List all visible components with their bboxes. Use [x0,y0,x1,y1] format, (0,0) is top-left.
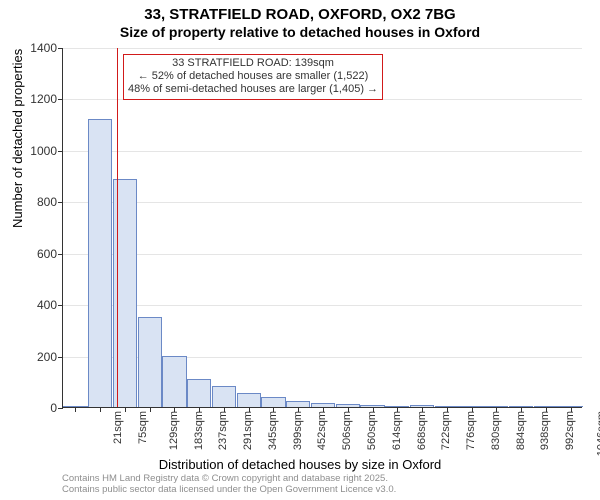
x-tick-mark [397,407,398,412]
x-tick-label: 21sqm [112,411,124,444]
histogram-bar [212,386,236,407]
x-tick-label: 183sqm [193,411,205,450]
x-tick-mark [348,407,349,412]
histogram-bar [138,317,162,407]
x-tick-label: 291sqm [242,411,254,450]
x-tick-label: 1046sqm [595,411,600,456]
x-tick-mark [323,407,324,412]
chart-title-block: 33, STRATFIELD ROAD, OXFORD, OX2 7BG Siz… [0,0,600,40]
annotation-title: 33 STRATFIELD ROAD: 139sqm [128,57,378,70]
x-tick-mark [125,407,126,412]
x-tick-label: 668sqm [416,411,428,450]
x-tick-mark [100,407,101,412]
x-tick-mark [422,407,423,412]
gridline [63,305,582,306]
x-tick-label: 345sqm [267,411,279,450]
y-tick-label: 400 [37,298,63,312]
x-tick-label: 129sqm [168,411,180,450]
marker-annotation: 33 STRATFIELD ROAD: 139sqm← 52% of detac… [123,54,383,100]
x-tick-mark [199,407,200,412]
x-tick-label: 399sqm [292,411,304,450]
histogram-bar [162,356,186,407]
y-tick-label: 0 [50,401,63,415]
y-tick-label: 1200 [30,92,63,106]
plot-region: 020040060080010001200140021sqm75sqm129sq… [62,48,582,408]
x-tick-label: 830sqm [490,411,502,450]
x-tick-mark [249,407,250,412]
x-tick-label: 776sqm [465,411,477,450]
x-tick-mark [472,407,473,412]
x-tick-label: 560sqm [366,411,378,450]
x-tick-label: 237sqm [218,411,230,450]
gridline [63,48,582,49]
histogram-bar [187,379,211,407]
chart-title-main: 33, STRATFIELD ROAD, OXFORD, OX2 7BG [0,6,600,23]
annotation-larger: 48% of semi-detached houses are larger (… [128,83,378,96]
y-tick-label: 1400 [30,41,63,55]
footer-line-2: Contains public sector data licensed und… [62,485,396,496]
x-tick-mark [571,407,572,412]
y-tick-label: 600 [37,247,63,261]
x-tick-label: 452sqm [317,411,329,450]
gridline [63,202,582,203]
chart-plot-area: 020040060080010001200140021sqm75sqm129sq… [62,48,582,408]
x-tick-label: 938sqm [539,411,551,450]
x-tick-label: 992sqm [564,411,576,450]
x-tick-mark [174,407,175,412]
x-tick-label: 884sqm [515,411,527,450]
x-axis-label: Distribution of detached houses by size … [0,457,600,472]
x-tick-mark [273,407,274,412]
x-tick-mark [546,407,547,412]
x-tick-mark [373,407,374,412]
x-tick-mark [224,407,225,412]
attribution-footer: Contains HM Land Registry data © Crown c… [62,474,396,496]
histogram-bar [88,119,112,407]
chart-title-sub: Size of property relative to detached ho… [0,24,600,40]
histogram-bar [261,397,285,407]
x-tick-mark [496,407,497,412]
x-tick-mark [150,407,151,412]
y-tick-label: 800 [37,195,63,209]
y-tick-label: 200 [37,350,63,364]
x-tick-mark [447,407,448,412]
gridline [63,99,582,100]
x-tick-mark [521,407,522,412]
x-tick-label: 75sqm [137,411,149,444]
annotation-smaller: ← 52% of detached houses are smaller (1,… [128,70,378,83]
gridline [63,254,582,255]
property-marker-line [117,48,118,407]
y-tick-label: 1000 [30,144,63,158]
x-tick-mark [75,407,76,412]
x-tick-mark [298,407,299,412]
x-tick-label: 614sqm [391,411,403,450]
x-tick-label: 506sqm [341,411,353,450]
y-axis-label: Number of detached properties [10,49,25,228]
histogram-bar [237,393,261,407]
gridline [63,151,582,152]
x-tick-label: 722sqm [440,411,452,450]
